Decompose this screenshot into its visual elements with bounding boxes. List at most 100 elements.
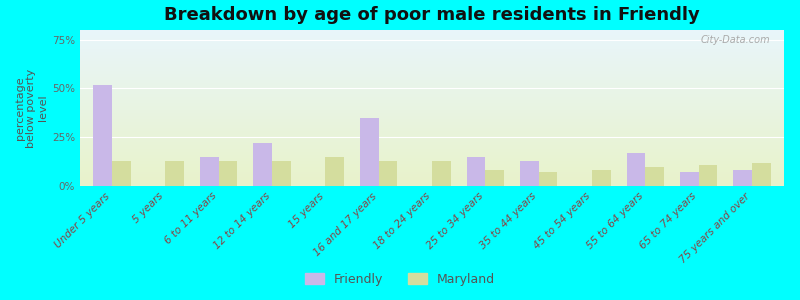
Bar [80,55,784,56]
Bar [80,39,784,41]
Bar [80,119,784,121]
Bar [734,170,752,186]
Bar [80,166,784,167]
Bar [80,180,784,181]
Bar [80,86,784,88]
Bar [378,161,398,186]
Bar [80,44,784,46]
Bar [80,99,784,100]
Bar [80,56,784,58]
Bar [80,108,784,110]
Bar [80,163,784,164]
Bar [80,46,784,47]
Bar [80,138,784,139]
Bar [80,82,784,83]
Bar [80,116,784,117]
Bar [80,133,784,134]
Bar [80,139,784,141]
Bar [80,60,784,61]
Bar [80,30,784,31]
Bar [80,69,784,70]
Bar [80,88,784,89]
Bar [80,183,784,184]
Bar [80,106,784,108]
Bar [80,64,784,66]
Bar [80,164,784,166]
Bar [80,85,784,86]
Bar [80,100,784,102]
Bar [646,167,664,186]
Bar [80,177,784,178]
Bar [80,128,784,130]
Bar [486,170,504,186]
Bar [80,167,784,169]
Bar [80,181,784,183]
Bar [698,164,718,186]
Bar [680,172,698,186]
Bar [80,148,784,150]
Bar [80,49,784,50]
Bar [80,158,784,160]
Legend: Friendly, Maryland: Friendly, Maryland [300,268,500,291]
Bar [80,121,784,122]
Bar [80,36,784,38]
Text: City-Data.com: City-Data.com [700,35,770,45]
Bar [80,66,784,68]
Bar [80,125,784,127]
Bar [80,58,784,60]
Bar [80,89,784,91]
Bar [80,111,784,113]
Bar [520,161,538,186]
Bar [80,50,784,52]
Bar [80,147,784,148]
Bar [80,146,784,147]
Bar [80,53,784,55]
Bar [80,47,784,49]
Bar [218,161,238,186]
Bar [80,144,784,146]
Bar [80,70,784,72]
Bar [80,113,784,114]
Bar [80,52,784,53]
Bar [80,175,784,177]
Bar [80,173,784,175]
Bar [80,153,784,155]
Bar [80,136,784,138]
Bar [80,127,784,128]
Bar [80,61,784,63]
Bar [166,161,184,186]
Bar [80,33,784,35]
Bar [360,118,378,186]
Bar [272,161,290,186]
Bar [80,91,784,92]
Bar [80,131,784,133]
Bar [80,124,784,125]
Bar [80,110,784,111]
Y-axis label: percentage
below poverty
level: percentage below poverty level [14,68,48,148]
Bar [80,78,784,80]
Bar [80,95,784,97]
Bar [592,170,610,186]
Bar [80,141,784,142]
Bar [326,157,344,186]
Bar [80,122,784,124]
Bar [80,150,784,152]
Bar [432,161,450,186]
Bar [752,163,770,186]
Bar [80,155,784,156]
Bar [80,72,784,74]
Bar [200,157,218,186]
Bar [80,152,784,153]
Bar [80,68,784,69]
Bar [80,172,784,173]
Bar [80,169,784,170]
Bar [112,161,130,186]
Bar [80,43,784,44]
Bar [80,161,784,163]
Bar [80,114,784,116]
Bar [80,32,784,33]
Bar [80,94,784,95]
Bar [80,92,784,94]
Bar [80,35,784,36]
Bar [80,142,784,144]
